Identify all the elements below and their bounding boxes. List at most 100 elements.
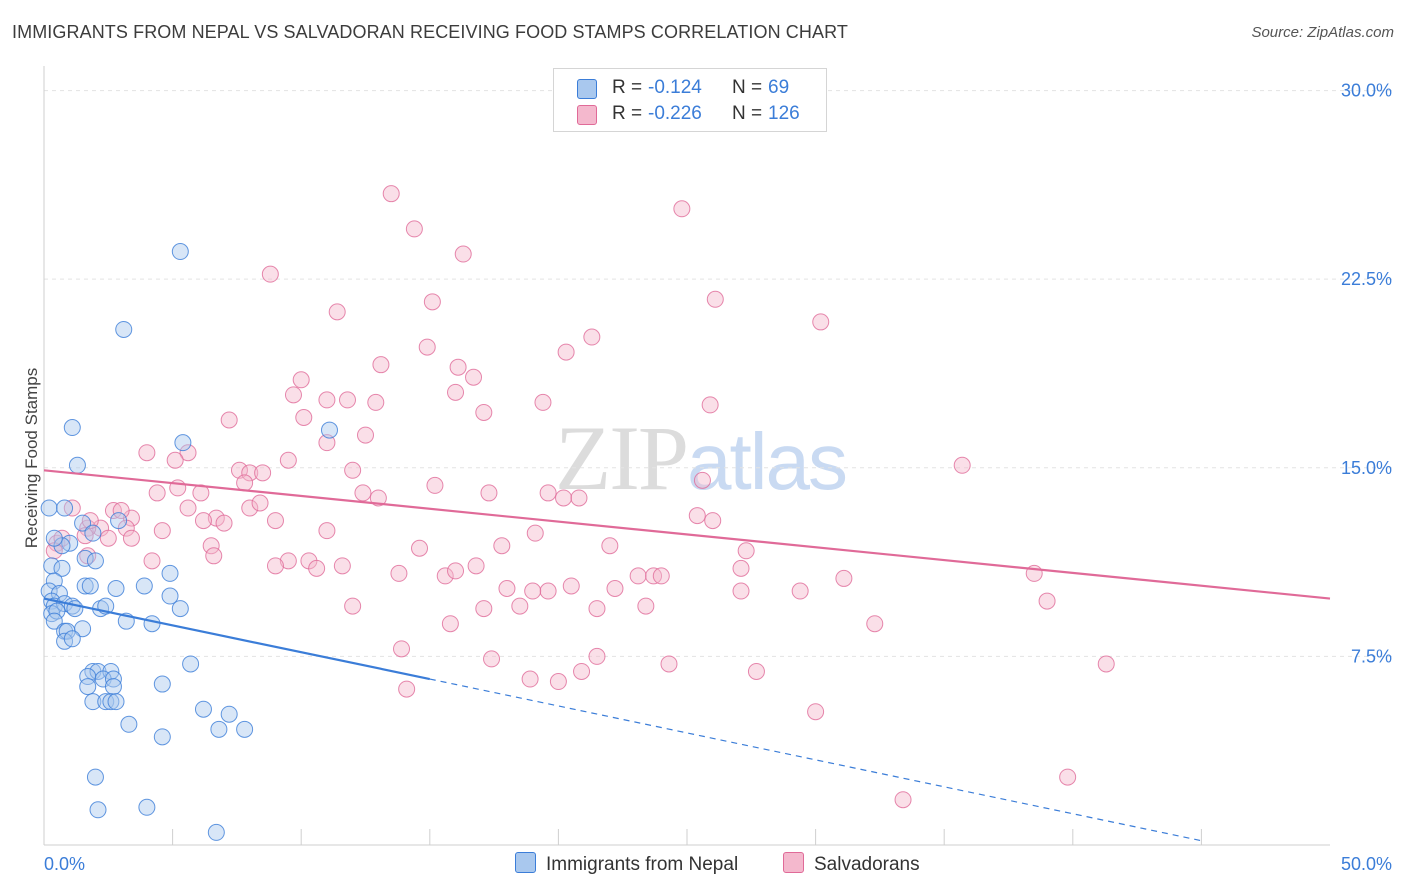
nepal-point [161, 587, 179, 605]
legend-swatch-salvadorans [577, 105, 597, 125]
bottom-legend-swatch-salvadorans [783, 852, 804, 873]
salvadoran-point [390, 564, 408, 582]
nepal-point [182, 655, 200, 673]
salvadoran-point [493, 537, 511, 555]
nepal-point [102, 693, 120, 711]
salvadoran-point [393, 640, 411, 658]
nepal-point [45, 572, 63, 590]
salvadoran-point [706, 290, 724, 308]
nepal-point [107, 579, 125, 597]
salvadoran-point [704, 512, 722, 530]
salvadoran-point [701, 396, 719, 414]
nepal-point [84, 693, 102, 711]
legend-swatch-nepal [577, 79, 597, 99]
salvadoran-point [426, 476, 444, 494]
nepal-point [207, 823, 225, 841]
legend-r-value: -0.124 [648, 77, 702, 98]
nepal-point [68, 456, 86, 474]
salvadoran-point [423, 293, 441, 311]
salvadoran-point [1038, 592, 1056, 610]
salvadoran-point [179, 499, 197, 517]
salvadoran-point [483, 650, 501, 668]
salvadoran-point [629, 567, 647, 585]
salvadoran-point [436, 567, 454, 585]
tick-labels: 7.5% 15.0% 22.5% 30.0% 0.0% 50.0% [44, 81, 1392, 874]
salvadoran-point [812, 313, 830, 331]
legend-n-value: 69 [768, 77, 790, 98]
nepal-point [63, 630, 81, 648]
salvadoran-point [732, 559, 750, 577]
salvadoran-point [261, 265, 279, 283]
salvadoran-point [148, 484, 166, 502]
salvadoran-point [405, 220, 423, 238]
salvadoran-point [251, 494, 269, 512]
salvadoran-point [747, 662, 765, 680]
salvadoran-point [539, 582, 557, 600]
salvadoran-point [465, 368, 483, 386]
salvadoran-point [254, 464, 272, 482]
nepal-point [48, 602, 66, 620]
nepal-point [84, 524, 102, 542]
trend-lines [43, 469, 1331, 842]
salvadoran-point [732, 582, 750, 600]
salvadoran-point [143, 552, 161, 570]
nepal-point [171, 600, 189, 618]
salvadoran-point [382, 185, 400, 203]
salvadoran-point [526, 524, 544, 542]
salvadoran-point [179, 444, 197, 462]
salvadoran-point [652, 567, 670, 585]
legend-row-nepal: R = -0.124 N = 69 [554, 75, 826, 101]
salvadoran-point [354, 484, 372, 502]
salvadoran-point [549, 673, 567, 691]
salvadoran-point [449, 358, 467, 376]
source-label: Source: ZipAtlas.com [1251, 24, 1394, 41]
salvadoran-trend-line [43, 469, 1331, 600]
salvadoran-point [220, 411, 238, 429]
salvadoran-point [266, 512, 284, 530]
salvadoran-point [333, 557, 351, 575]
salvadoran-point [511, 597, 529, 615]
bottom-legend-nepal[interactable]: Immigrants from Nepal [515, 852, 738, 876]
nepal-point [104, 678, 122, 696]
nepal-point [76, 577, 94, 595]
nepal-point [153, 728, 171, 746]
salvadoran-point [205, 547, 223, 565]
salvadoran-point [475, 403, 493, 421]
salvadoran-point [606, 579, 624, 597]
bottom-legend-label-nepal: Immigrants from Nepal [546, 854, 739, 875]
watermark-zip: ZIP [555, 407, 689, 509]
legend-n-label: N = [732, 77, 763, 98]
x-tick-label: 50.0% [1341, 854, 1392, 874]
salvadoran-point [894, 791, 912, 809]
x-tick-label: 0.0% [44, 854, 85, 874]
salvadoran-point [524, 582, 542, 600]
salvadoran-point [1097, 655, 1115, 673]
salvadoran-point [454, 245, 472, 263]
nepal-point [79, 678, 97, 696]
salvadoran-point [673, 200, 691, 218]
salvadoran-point [344, 461, 362, 479]
nepal-point [45, 612, 63, 630]
nepal-point [63, 419, 81, 437]
legend-r-value: -0.226 [648, 103, 702, 124]
nepal-trend-line [43, 597, 431, 681]
nepal-point [74, 514, 92, 532]
salvadoran-point [573, 662, 591, 680]
nepal-point [81, 577, 99, 595]
nepal-point [56, 499, 74, 517]
salvadoran-point [534, 393, 552, 411]
bottom-legend-salvadorans[interactable]: Salvadorans [783, 852, 920, 876]
legend-row-salvadorans: R = -0.226 N = 126 [554, 101, 826, 127]
salvadoran-point [328, 303, 346, 321]
salvadoran-point [570, 489, 588, 507]
y-tick-label: 15.0% [1341, 458, 1392, 478]
nepal-point [76, 549, 94, 567]
legend-r-label: R = [612, 77, 643, 98]
salvadoran-point [318, 391, 336, 409]
salvadoran-point [367, 393, 385, 411]
nepal-point [86, 768, 104, 786]
salvadoran-point [308, 559, 326, 577]
salvadoran-point [562, 577, 580, 595]
salvadoran-point [601, 537, 619, 555]
nepal-point [320, 421, 338, 439]
